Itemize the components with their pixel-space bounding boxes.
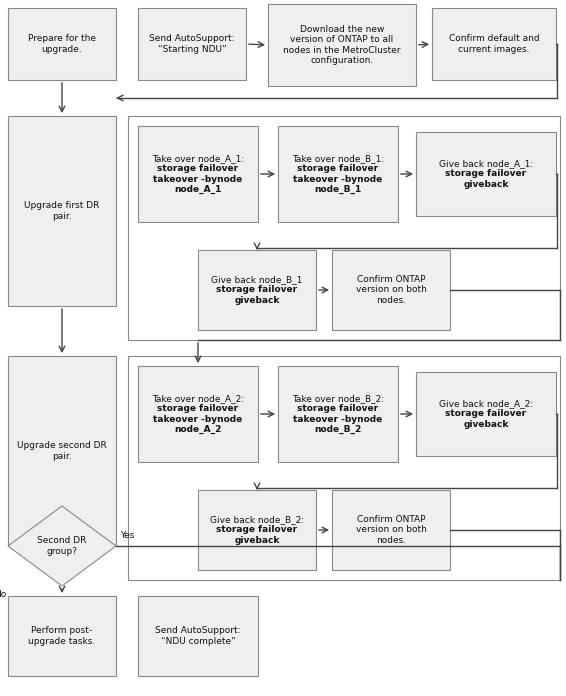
Text: Download the new: Download the new: [300, 25, 384, 33]
Text: No: No: [0, 590, 6, 599]
Text: upgrade.: upgrade.: [42, 45, 83, 54]
FancyBboxPatch shape: [268, 4, 416, 86]
FancyBboxPatch shape: [416, 132, 556, 216]
FancyBboxPatch shape: [432, 8, 556, 80]
FancyBboxPatch shape: [138, 366, 258, 462]
Text: Give back node_B_2:: Give back node_B_2:: [210, 515, 304, 524]
Text: node_A_2: node_A_2: [174, 425, 222, 434]
Text: Send AutoSupport:: Send AutoSupport:: [149, 34, 235, 43]
Text: Give back node_A_1:: Give back node_A_1:: [439, 159, 533, 168]
Text: storage failover: storage failover: [298, 164, 379, 173]
FancyBboxPatch shape: [138, 126, 258, 222]
Text: giveback: giveback: [234, 536, 280, 545]
Text: configuration.: configuration.: [310, 56, 374, 65]
Text: version of ONTAP to all: version of ONTAP to all: [290, 35, 393, 45]
Text: giveback: giveback: [234, 296, 280, 305]
Text: Confirm ONTAP: Confirm ONTAP: [357, 515, 425, 524]
FancyBboxPatch shape: [278, 366, 398, 462]
Text: nodes.: nodes.: [376, 296, 406, 305]
Text: “Starting NDU”: “Starting NDU”: [158, 45, 226, 54]
Text: Take over node_B_1:: Take over node_B_1:: [292, 154, 384, 163]
FancyBboxPatch shape: [416, 372, 556, 456]
Text: Take over node_A_1:: Take over node_A_1:: [152, 154, 244, 163]
Text: storage failover: storage failover: [216, 525, 298, 535]
Text: takeover -bynode: takeover -bynode: [153, 415, 243, 424]
Text: Send AutoSupport:: Send AutoSupport:: [155, 626, 241, 635]
FancyBboxPatch shape: [138, 596, 258, 676]
FancyBboxPatch shape: [8, 596, 116, 676]
FancyBboxPatch shape: [278, 126, 398, 222]
Text: storage failover: storage failover: [298, 404, 379, 413]
Text: “NDU complete”: “NDU complete”: [161, 637, 235, 646]
Text: pair.: pair.: [52, 212, 72, 221]
Text: storage failover: storage failover: [445, 170, 526, 178]
Text: Take over node_B_2:: Take over node_B_2:: [292, 394, 384, 403]
Text: node_B_2: node_B_2: [314, 425, 362, 434]
Text: Give back node_A_2:: Give back node_A_2:: [439, 399, 533, 408]
FancyBboxPatch shape: [8, 116, 116, 306]
Text: giveback: giveback: [464, 180, 509, 189]
Text: Yes: Yes: [120, 531, 134, 540]
Text: current images.: current images.: [458, 45, 530, 54]
Text: Second DR
group?: Second DR group?: [37, 537, 87, 555]
FancyBboxPatch shape: [198, 490, 316, 570]
Text: version on both: version on both: [355, 525, 426, 535]
Text: Upgrade second DR: Upgrade second DR: [17, 441, 107, 450]
Text: storage failover: storage failover: [157, 164, 238, 173]
Text: nodes in the MetroCluster: nodes in the MetroCluster: [283, 46, 401, 55]
FancyBboxPatch shape: [8, 8, 116, 80]
Text: Perform post-: Perform post-: [32, 626, 93, 635]
Text: Give back node_B_1: Give back node_B_1: [211, 275, 303, 284]
Text: Confirm ONTAP: Confirm ONTAP: [357, 275, 425, 284]
Text: pair.: pair.: [52, 452, 72, 461]
Text: node_B_1: node_B_1: [314, 185, 362, 194]
Text: storage failover: storage failover: [445, 409, 526, 418]
Text: node_A_1: node_A_1: [174, 185, 222, 194]
Text: takeover -bynode: takeover -bynode: [293, 415, 383, 424]
Text: Take over node_A_2:: Take over node_A_2:: [152, 394, 244, 403]
Text: giveback: giveback: [464, 420, 509, 429]
FancyBboxPatch shape: [198, 250, 316, 330]
Text: version on both: version on both: [355, 285, 426, 294]
Text: Prepare for the: Prepare for the: [28, 34, 96, 43]
Text: Upgrade first DR: Upgrade first DR: [24, 201, 100, 210]
Polygon shape: [8, 506, 116, 586]
Text: Confirm default and: Confirm default and: [449, 34, 539, 43]
Text: upgrade tasks.: upgrade tasks.: [28, 637, 96, 646]
Text: nodes.: nodes.: [376, 536, 406, 545]
Text: takeover -bynode: takeover -bynode: [293, 175, 383, 184]
FancyBboxPatch shape: [138, 8, 246, 80]
Text: takeover -bynode: takeover -bynode: [153, 175, 243, 184]
FancyBboxPatch shape: [332, 490, 450, 570]
Text: storage failover: storage failover: [157, 404, 238, 413]
FancyBboxPatch shape: [332, 250, 450, 330]
FancyBboxPatch shape: [8, 356, 116, 546]
Text: storage failover: storage failover: [216, 285, 298, 294]
